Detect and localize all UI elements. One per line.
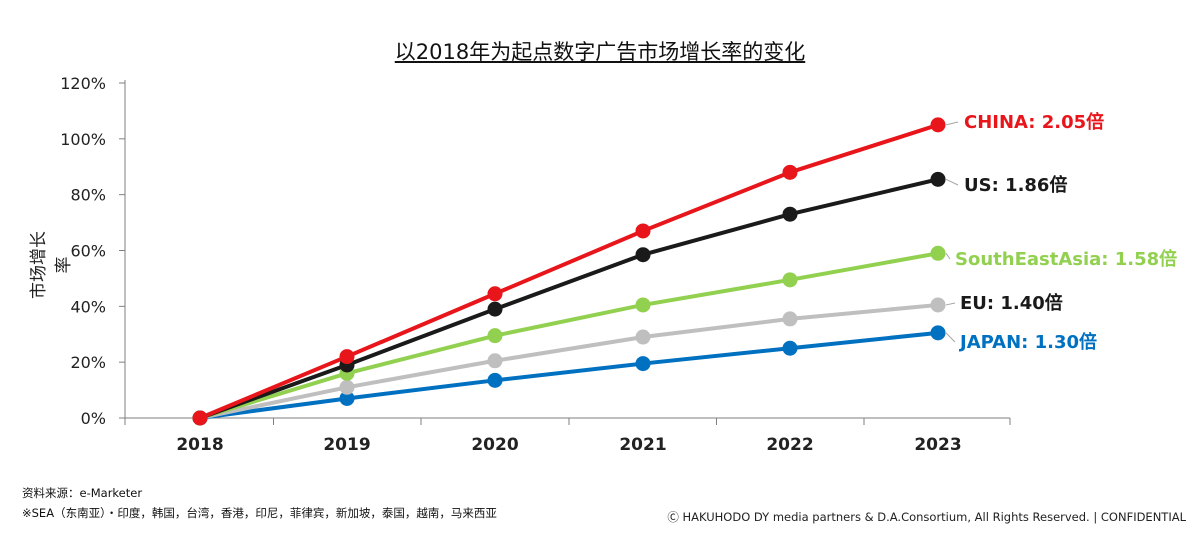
data-point-us xyxy=(635,247,651,263)
data-point-eu xyxy=(782,311,798,327)
data-point-eu xyxy=(635,329,651,345)
chart-title: 以2018年为起点数字广告市场增长率的变化 xyxy=(0,36,1200,66)
series-label-southeastasia: SouthEastAsia: 1.58倍 xyxy=(955,248,1177,270)
series-line-us xyxy=(199,177,939,420)
y-tick-label: 0% xyxy=(81,409,106,428)
copyright-notice: Ⓒ HAKUHODO DY media partners & D.A.Conso… xyxy=(667,510,1186,524)
label-leader-us xyxy=(945,178,959,186)
series-line-southeastasia xyxy=(199,251,939,420)
data-point-china xyxy=(339,349,355,365)
data-point-eu xyxy=(339,379,355,395)
label-leader-southeastasia xyxy=(945,253,951,260)
series-label-china: CHINA: 2.05倍 xyxy=(964,111,1104,133)
y-tick-label: 60% xyxy=(70,242,106,261)
x-tick-label: 2020 xyxy=(471,435,518,455)
y-tick-label: 20% xyxy=(70,353,106,372)
series-line-japan xyxy=(199,330,939,420)
source-note: 资料来源：e-Marketer xyxy=(22,486,143,500)
data-point-china xyxy=(487,286,503,302)
data-point-southeastasia xyxy=(635,297,651,313)
y-tick-label: 40% xyxy=(70,297,106,316)
data-point-china xyxy=(782,164,798,180)
series-label-eu: EU: 1.40倍 xyxy=(960,292,1063,314)
data-point-southeastasia xyxy=(782,272,798,288)
x-tick-label: 2023 xyxy=(914,435,961,455)
series-line-china xyxy=(199,122,939,420)
data-point-china xyxy=(930,117,946,133)
data-point-china xyxy=(635,223,651,239)
series-label-japan: JAPAN: 1.30倍 xyxy=(958,331,1097,353)
data-point-us xyxy=(487,301,503,317)
label-leader-china xyxy=(945,121,959,126)
data-point-china xyxy=(192,410,208,426)
data-point-us xyxy=(782,206,798,222)
chart-title-text: 以2018年为起点数字广告市场增长率的变化 xyxy=(394,40,806,64)
label-leader-japan xyxy=(945,332,956,343)
series-line-eu xyxy=(199,302,939,420)
label-leader-eu xyxy=(945,302,956,306)
x-tick-label: 2022 xyxy=(766,435,813,455)
data-point-japan xyxy=(487,372,503,388)
series-label-us: US: 1.86倍 xyxy=(964,174,1067,196)
y-tick-label: 100% xyxy=(60,130,106,149)
x-tick-label: 2018 xyxy=(176,435,223,455)
x-tick-label: 2021 xyxy=(619,435,666,455)
data-point-us xyxy=(930,171,946,187)
data-point-japan xyxy=(339,390,355,406)
data-point-eu xyxy=(487,353,503,369)
data-point-japan xyxy=(635,356,651,372)
y-tick-label: 80% xyxy=(70,186,106,205)
y-tick-label: 120% xyxy=(60,74,106,93)
sea-note: ※SEA（东南亚）・印度，韩国，台湾，香港，印尼，菲律宾，新加坡，泰国，越南，马… xyxy=(22,506,497,520)
data-point-japan xyxy=(782,340,798,356)
data-point-japan xyxy=(930,325,946,341)
data-point-southeastasia xyxy=(930,245,946,261)
x-tick-label: 2019 xyxy=(323,435,370,455)
data-point-southeastasia xyxy=(487,328,503,344)
data-point-eu xyxy=(930,297,946,313)
